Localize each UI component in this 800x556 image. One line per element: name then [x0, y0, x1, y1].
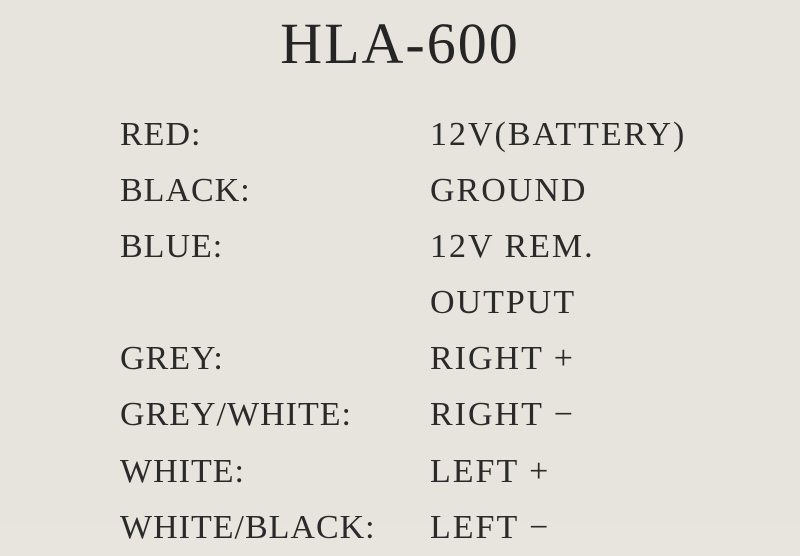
table-row: RED: 12V(BATTERY) — [120, 107, 750, 163]
wire-color-label: BLACK: — [120, 163, 430, 219]
wire-color-label: WHITE: — [120, 444, 430, 500]
wire-function-value: LEFT + — [430, 444, 750, 500]
wiring-table: RED: 12V(BATTERY) BLACK: GROUND BLUE: 12… — [50, 107, 750, 556]
wire-color-label: GREY: — [120, 331, 430, 387]
table-row: GREY/WHITE: RIGHT − — [120, 387, 750, 443]
wire-function-value: RIGHT − — [430, 387, 750, 443]
wire-color-label: GREY/WHITE: — [120, 387, 430, 443]
wire-function-value: LEFT − — [430, 500, 750, 556]
wire-function-value: RIGHT + — [430, 331, 750, 387]
wiring-label-card: HLA-600 RED: 12V(BATTERY) BLACK: GROUND … — [0, 0, 800, 521]
table-row: WHITE/BLACK: LEFT − — [120, 500, 750, 556]
wire-function-value: 12V(BATTERY) — [430, 107, 750, 163]
table-row: GREY: RIGHT + — [120, 331, 750, 387]
table-row: BLUE: 12V REM. OUTPUT — [120, 219, 750, 331]
wire-color-label: BLUE: — [120, 219, 430, 331]
table-row: WHITE: LEFT + — [120, 444, 750, 500]
table-row: BLACK: GROUND — [120, 163, 750, 219]
wire-function-value: GROUND — [430, 163, 750, 219]
wire-function-value: 12V REM. OUTPUT — [430, 219, 750, 331]
wire-color-label: WHITE/BLACK: — [120, 500, 430, 556]
product-title: HLA-600 — [50, 10, 750, 77]
wire-color-label: RED: — [120, 107, 430, 163]
